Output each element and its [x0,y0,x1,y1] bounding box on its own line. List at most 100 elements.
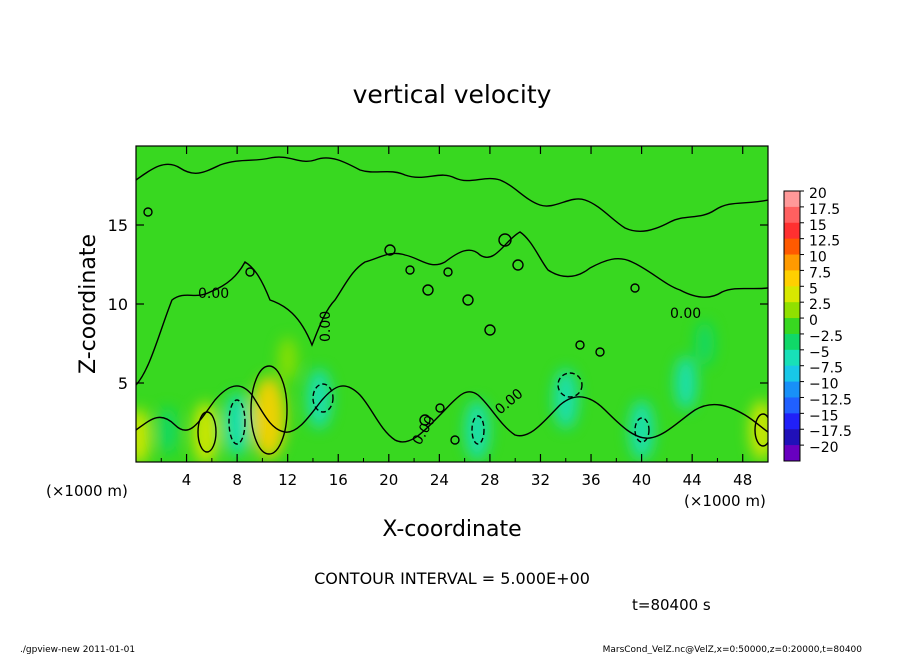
pos-contour-5km [197,411,217,453]
y-axis-label: Z-coordinate [76,234,101,374]
y-tick-label: 10 [108,295,128,314]
small-contour [143,207,153,217]
x-axis-label: X-coordinate [382,517,521,542]
velocity-feature [192,401,219,462]
colorbar-swatch [784,349,800,367]
neg-contour-34km [557,372,583,398]
x-unit-left: (×1000 m) [46,482,128,500]
x-tick-label: 12 [278,471,297,489]
velocity-feature [251,376,286,459]
velocity-feature [553,368,579,429]
velocity-feature [278,337,297,382]
colorbar: 2017.51512.5107.552.50−2.5−5−7.5−10−12.5… [783,186,852,462]
colorbar-swatch [784,254,800,271]
small-contour [422,284,434,296]
velocity-feature [136,408,151,462]
colorbar-label: −5 [809,345,830,361]
colorbar-swatch [784,381,800,398]
small-contour [443,267,453,277]
chart-title: vertical velocity [353,80,552,109]
colorbar-swatch [784,206,800,224]
pos-contour-12km [250,365,288,455]
x-tick-label: 40 [632,471,651,489]
colorbar-label: 12.5 [809,234,840,250]
colorbar-label: 2.5 [809,297,831,313]
footer-left: ./gpview-new 2011-01-01 [20,645,135,654]
colorbar-swatch [784,318,800,335]
small-contour [484,324,496,336]
small-contour [450,435,460,445]
colorbar-label: −7.5 [809,361,843,377]
pos-contour-49km [754,413,768,447]
zero-contour-main [136,231,768,386]
contour-label: 0.00 [198,286,229,302]
features-layer [136,321,768,462]
small-contour [498,233,512,247]
footer-right: MarsCond_VelZ.nc@VelZ,x=0:50000,z=0:2000… [603,645,863,654]
small-contour [435,403,445,413]
small-contour [575,340,585,350]
x-tick-label: 48 [733,471,752,489]
velocity-feature [674,356,698,410]
colorbar-label: 20 [809,186,827,202]
zero-contour-lower [136,385,768,443]
colorbar-label: −17.5 [809,424,852,440]
small-contour [595,347,605,357]
colorbar-label: −10 [809,377,839,393]
x-tick-label: 8 [232,471,242,489]
neg-contour-15km [312,383,334,413]
colorbar-label: −15 [809,408,839,424]
y-tick-label: 15 [108,216,128,235]
colorbar-swatch [784,397,800,414]
colorbar-swatch [784,222,800,240]
colorbar-swatch [784,238,800,256]
neg-contour-8km [228,399,246,445]
small-contour [462,294,474,306]
colorbar-label: 7.5 [809,265,831,281]
velocity-feature [306,368,332,429]
contours-layer [136,156,768,455]
x-tick-label: 16 [329,471,348,489]
colorbar-swatch [784,286,800,303]
colorbar-swatch [784,413,800,430]
colorbar-label: 17.5 [809,202,840,218]
colorbar-label: −20 [809,440,839,456]
colorbar-swatch [784,445,800,462]
velocity-feature [464,400,490,461]
x-tick-label: 28 [480,471,499,489]
colorbar-frame [783,190,801,462]
y-tick-label: 5 [118,374,128,393]
x-tick-label: 44 [683,471,702,489]
contour-label: 0.00 [670,306,701,322]
colorbar-swatch [784,302,800,319]
velocity-feature [695,321,715,366]
colorbar-swatch [784,270,800,287]
small-contour [405,265,415,275]
small-contour [419,414,431,426]
contour-label: 0.00 [318,311,334,342]
small-contour [384,244,396,256]
velocity-feature [749,400,768,461]
contour-interval-text: CONTOUR INTERVAL = 5.000E+00 [314,569,590,588]
small-contour [245,267,255,277]
y-ticks: 5 10 15 [108,216,768,393]
colorbar-swatch [784,365,800,383]
x-tick-label: 32 [531,471,550,489]
zero-contour-upper [136,156,768,232]
colorbar-label: 5 [809,281,818,297]
colorbar-label: 0 [809,313,818,329]
small-contour [512,259,524,271]
x-tick-label: 4 [182,471,192,489]
colorbar-label: −2.5 [809,329,843,345]
neg-contour-40km [634,417,650,443]
velocity-feature [629,400,655,461]
colorbar-swatch [784,333,800,351]
velocity-feature [157,406,178,454]
small-contour [630,283,640,293]
colorbar-label: −12.5 [809,392,852,408]
colorbar-swatch [784,191,800,208]
time-text: t=80400 s [632,596,711,614]
velocity-feature [223,392,251,456]
x-unit-right: (×1000 m) [684,492,766,510]
